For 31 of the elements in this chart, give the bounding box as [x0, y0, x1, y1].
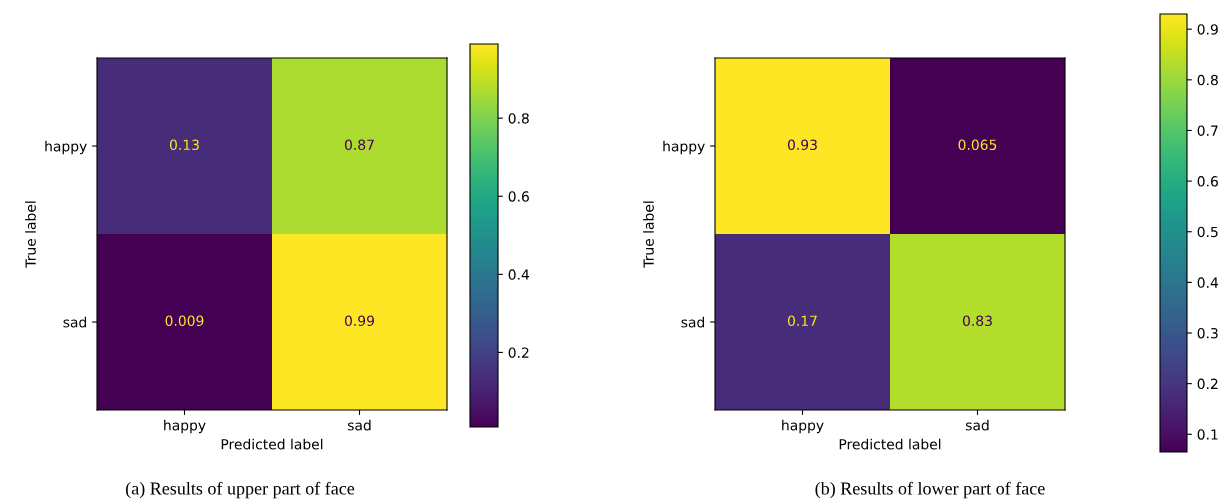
- color-bar-label: 0.2: [1197, 378, 1218, 390]
- data-label: 0.065: [958, 139, 997, 151]
- x-tick-label: happy: [164, 419, 206, 434]
- y-axis-title: True label: [25, 201, 36, 268]
- color-bar-label: 0.8: [508, 113, 529, 124]
- x-tick-label: sad: [347, 419, 371, 431]
- color-bar-label: 0.6: [1197, 176, 1218, 187]
- color-bar-label: 0.2: [508, 347, 529, 358]
- color-bar-label: 0.4: [1197, 277, 1219, 288]
- color-bar-label: 0.6: [508, 191, 529, 202]
- data-label: 0.13: [169, 139, 199, 151]
- color-bar-label: 0.8: [1197, 74, 1218, 86]
- data-label: 0.17: [787, 315, 817, 327]
- data-label: 0.83: [962, 315, 992, 327]
- x-axis-title: Predicted label: [221, 438, 323, 450]
- color-bar-label: 0.4: [508, 269, 530, 280]
- text: (a) Results of upper part of face: [125, 481, 355, 499]
- color-bar-label: 0.7: [1197, 125, 1218, 136]
- data-label: 0.93: [787, 139, 817, 151]
- data-label: 0.87: [344, 139, 374, 151]
- color-bar-label: 0.3: [1197, 327, 1218, 339]
- color-bar-label: 0.5: [1197, 226, 1218, 238]
- data-label: 0.009: [165, 315, 204, 327]
- y-axis-title: True label: [643, 201, 654, 268]
- color-bar-label: 0.1: [1197, 429, 1218, 440]
- data-label: 0.99: [344, 315, 374, 327]
- text: (b) Results of lower part of face: [815, 481, 1045, 499]
- x-axis-title: Predicted label: [839, 438, 941, 450]
- color-bar-label: 0.9: [1197, 24, 1218, 35]
- x-tick-label: sad: [965, 419, 989, 431]
- x-tick-label: happy: [782, 419, 824, 434]
